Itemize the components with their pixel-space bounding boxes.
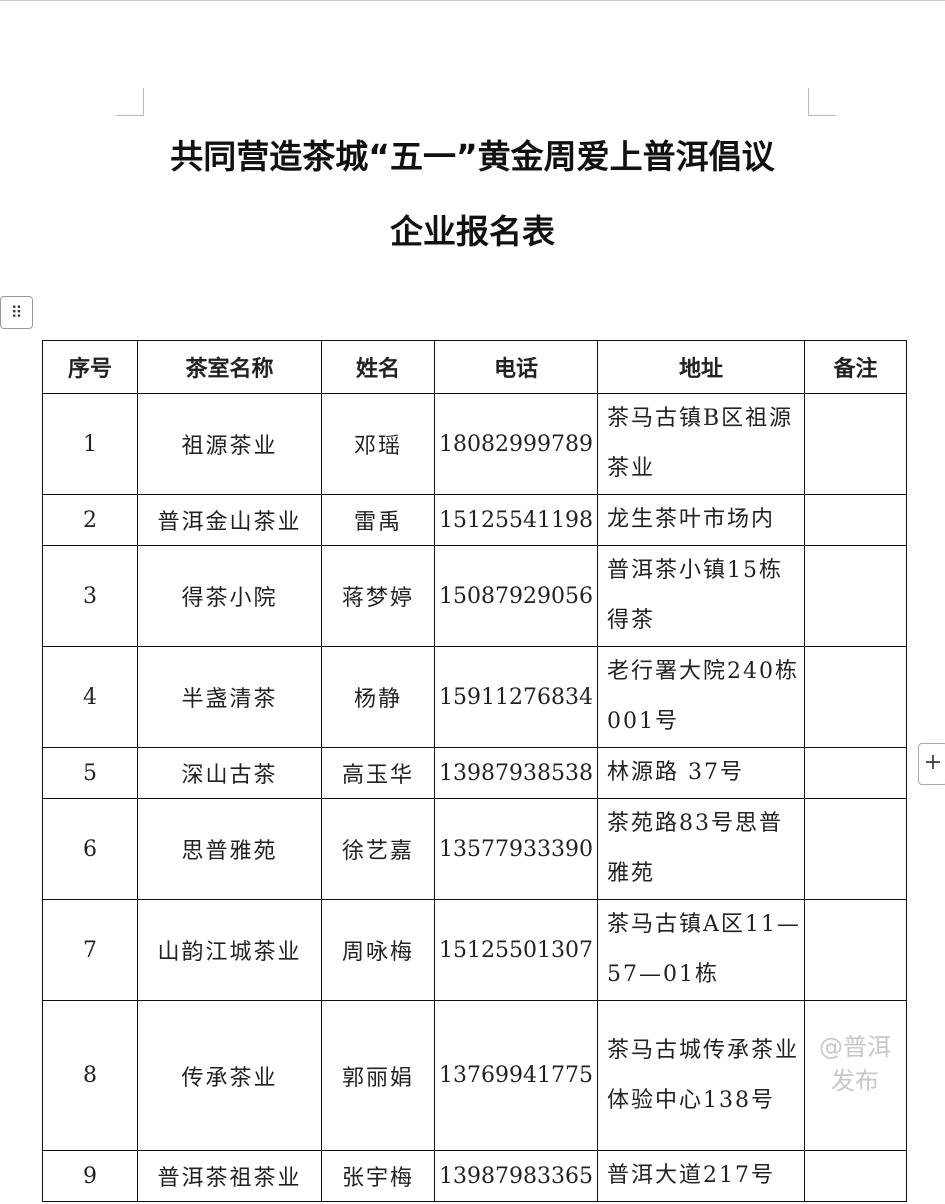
cell-address: 茶苑路83号思普雅苑 — [597, 798, 805, 900]
cell-name: 山韵江城茶业 — [137, 899, 322, 1001]
table-row: 2 普洱金山茶业 雷禹 15125541198 龙生茶叶市场内 — [42, 494, 907, 546]
table-row: 9 普洱茶祖茶业 张宇梅 13987983365 普洱大道217号 — [42, 1150, 907, 1202]
cell-phone: 13987938538 — [434, 747, 598, 799]
table-row: 7 山韵江城茶业 周咏梅 15125501307 茶马古镇A区11—57—01栋 — [42, 899, 907, 1001]
cell-person: 杨静 — [321, 646, 435, 748]
cell-person: 张宇梅 — [321, 1150, 435, 1202]
cell-note — [804, 1000, 907, 1151]
cell-phone: 15125501307 — [434, 899, 598, 1001]
cell-name: 思普雅苑 — [137, 798, 322, 900]
cell-address: 普洱茶小镇15栋得茶 — [597, 545, 805, 647]
table-header-row: 序号 茶室名称 姓名 电话 地址 备注 — [42, 340, 907, 394]
cell-note — [804, 393, 907, 495]
watermark: @普洱发布 — [819, 1033, 891, 1095]
table-row: 5 深山古茶 高玉华 13987938538 林源路 37号 — [42, 747, 907, 799]
table-row: 4 半盏清茶 杨静 15911276834 老行署大院240栋001号 — [42, 646, 907, 748]
header-cell: 地址 — [597, 340, 805, 394]
cell-note — [804, 646, 907, 748]
cell-name: 深山古茶 — [137, 747, 322, 799]
cell-phone: 18082999789 — [434, 393, 598, 495]
header-cell: 电话 — [434, 340, 598, 394]
cell-phone: 13987983365 — [434, 1150, 598, 1202]
cell-phone: 13577933390 — [434, 798, 598, 900]
cell-no: 9 — [42, 1150, 138, 1202]
header-cell: 姓名 — [321, 340, 435, 394]
cell-address: 茶马古城传承茶业体验中心138号 — [597, 1000, 805, 1151]
cell-no: 3 — [42, 545, 138, 647]
margin-corner-mark — [808, 88, 836, 116]
header-cell: 序号 — [42, 340, 138, 394]
cell-address: 茶马古镇B区祖源茶业 — [597, 393, 805, 495]
header-cell: 茶室名称 — [137, 340, 322, 394]
cell-address: 老行署大院240栋001号 — [597, 646, 805, 748]
plus-icon[interactable]: + — [918, 743, 945, 785]
cell-person: 蒋梦婷 — [321, 545, 435, 647]
cell-phone: 13769941775 — [434, 1000, 598, 1151]
page-top-border — [0, 0, 945, 1]
document-subtitle: 企业报名表 — [390, 212, 555, 251]
cell-phone: 15087929056 — [434, 545, 598, 647]
table-row: 1 祖源茶业 邓瑶 18082999789 茶马古镇B区祖源茶业 — [42, 393, 907, 495]
cell-person: 郭丽娟 — [321, 1000, 435, 1151]
cell-no: 7 — [42, 899, 138, 1001]
cell-name: 祖源茶业 — [137, 393, 322, 495]
cell-no: 1 — [42, 393, 138, 495]
table-row: 3 得茶小院 蒋梦婷 15087929056 普洱茶小镇15栋得茶 — [42, 545, 907, 647]
cell-name: 半盏清茶 — [137, 646, 322, 748]
document-title: 共同营造茶城“五一”黄金周爱上普洱倡议 — [170, 137, 775, 176]
cell-person: 高玉华 — [321, 747, 435, 799]
cell-person: 周咏梅 — [321, 899, 435, 1001]
grip-icon[interactable]: ⠿ — [0, 296, 33, 329]
cell-note — [804, 899, 907, 1001]
cell-note — [804, 798, 907, 900]
cell-no: 8 — [42, 1000, 138, 1151]
cell-phone: 15911276834 — [434, 646, 598, 748]
cell-note — [804, 747, 907, 799]
registration-table: 序号 茶室名称 姓名 电话 地址 备注 1 祖源茶业 邓瑶 18082999789 茶马… — [42, 340, 907, 1202]
cell-address: 普洱大道217号 — [597, 1150, 805, 1202]
cell-name: 传承茶业 — [137, 1000, 322, 1151]
cell-address: 龙生茶叶市场内 — [597, 494, 805, 546]
margin-corner-mark — [116, 88, 144, 116]
table-row: 6 思普雅苑 徐艺嘉 13577933390 茶苑路83号思普雅苑 — [42, 798, 907, 900]
cell-address: 茶马古镇A区11—57—01栋 — [597, 899, 805, 1001]
cell-person: 徐艺嘉 — [321, 798, 435, 900]
cell-no: 4 — [42, 646, 138, 748]
table-row: 8 传承茶业 郭丽娟 13769941775 茶马古城传承茶业体验中心138号 — [42, 1000, 907, 1151]
header-cell: 备注 — [804, 340, 907, 394]
cell-name: 普洱金山茶业 — [137, 494, 322, 546]
cell-no: 2 — [42, 494, 138, 546]
cell-name: 得茶小院 — [137, 545, 322, 647]
cell-person: 雷禹 — [321, 494, 435, 546]
cell-note — [804, 494, 907, 546]
cell-phone: 15125541198 — [434, 494, 598, 546]
cell-note — [804, 1150, 907, 1202]
cell-note — [804, 545, 907, 647]
cell-person: 邓瑶 — [321, 393, 435, 495]
cell-no: 6 — [42, 798, 138, 900]
cell-address: 林源路 37号 — [597, 747, 805, 799]
cell-no: 5 — [42, 747, 138, 799]
cell-name: 普洱茶祖茶业 — [137, 1150, 322, 1202]
